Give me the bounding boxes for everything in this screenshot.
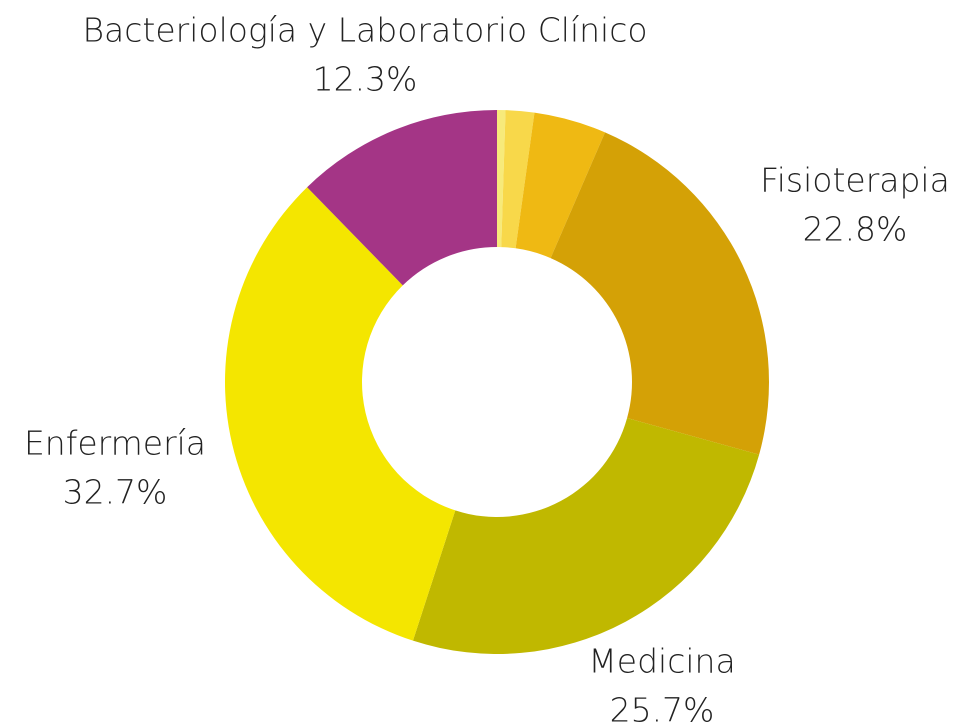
slice-label: Enfermería <box>24 424 206 463</box>
slice-label: Fisioterapia <box>760 161 950 200</box>
donut-slice <box>225 187 456 641</box>
slice-value-label: 12.3% <box>313 60 418 99</box>
slice-label: Bacteriología y Laboratorio Clínico <box>82 11 647 50</box>
donut-slice <box>550 132 769 455</box>
donut-slice <box>412 418 760 654</box>
slice-value-label: 25.7% <box>610 691 715 722</box>
donut-slice <box>307 110 497 286</box>
slice-label: Medicina <box>588 642 735 681</box>
slice-value-label: 22.8% <box>803 210 908 249</box>
slice-value-label: 32.7% <box>63 473 168 512</box>
donut-slice <box>501 110 535 249</box>
donut-slice <box>497 110 506 248</box>
donut-slice <box>515 112 606 259</box>
